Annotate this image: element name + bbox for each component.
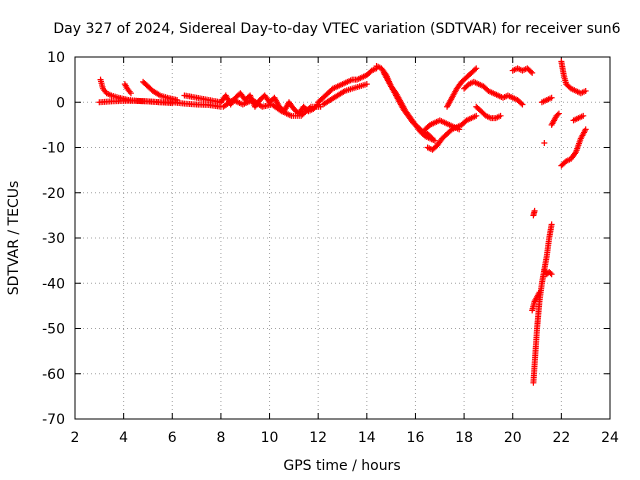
data-point: [582, 126, 589, 133]
plot-frame: [74, 56, 611, 420]
y-tick-label: -10: [42, 141, 65, 157]
data-point: [473, 112, 480, 119]
series-track-22-23h: [558, 58, 589, 97]
series-track-17.3-18.5h: [444, 65, 480, 110]
chart-title: Day 327 of 2024, Sidereal Day-to-day VTE…: [53, 21, 620, 37]
data-point: [571, 150, 578, 157]
data-point: [547, 270, 554, 277]
series-track-22.5-23h-b: [570, 112, 587, 124]
y-tick-label: -50: [42, 322, 65, 338]
data-point: [548, 94, 555, 101]
series-track-16.5-18h: [424, 112, 480, 153]
data-point: [519, 101, 526, 108]
series-track-4h: [121, 81, 134, 97]
y-axis-label: SDTVAR / TECUs: [6, 181, 22, 296]
x-tick-label: 8: [216, 430, 225, 446]
y-tick-label: -20: [42, 186, 65, 202]
series-track-18.5-19.5h-b: [473, 103, 504, 122]
x-tick-label: 6: [168, 430, 177, 446]
series-track-8-11h-b: [220, 96, 324, 119]
y-tick-label: -70: [42, 412, 65, 428]
grid-lines: [75, 57, 610, 419]
series-track-14.5-17h: [373, 63, 438, 144]
series-track-20-20.8h: [509, 65, 536, 76]
series-track-21.2-21.6h: [538, 94, 555, 106]
series-track-14.7-17h-b: [380, 69, 436, 142]
series-track-12-14h-b: [320, 81, 370, 108]
data-point: [529, 69, 536, 76]
data-point: [555, 110, 562, 117]
series-track-21.3h: [541, 139, 548, 146]
x-tick-label: 2: [71, 430, 80, 446]
data-point: [497, 112, 504, 119]
x-tick-label: 12: [309, 430, 327, 446]
series-track-21.3-21.6h-c: [541, 266, 555, 278]
y-tick-label: -30: [42, 231, 65, 247]
series-track-3h: [97, 76, 224, 110]
data-point: [536, 289, 543, 296]
x-tick-label: 4: [119, 430, 128, 446]
data-point: [473, 65, 480, 72]
data-point: [456, 126, 463, 133]
series-track-4.8h: [140, 78, 181, 103]
series-track-20.9h: [530, 207, 538, 219]
data-point: [127, 90, 134, 97]
y-tick-label: -40: [42, 276, 65, 292]
y-tick-label: 10: [47, 50, 65, 66]
series-track-21.6-21.9h: [548, 110, 562, 128]
data-point: [541, 139, 548, 146]
data-point: [363, 81, 370, 88]
data-point: [554, 111, 561, 118]
data-point: [174, 96, 181, 103]
data-point: [531, 207, 538, 214]
y-tick-label: 0: [56, 95, 65, 111]
data-point: [277, 107, 284, 114]
y-tick-label: -60: [42, 367, 65, 383]
axis-ticks: 2 4 6 8 10 12 14 16 18 20 22 24100-10-20-30-40-50-6…: [42, 50, 619, 446]
data-point: [518, 100, 525, 107]
data-point: [472, 66, 479, 73]
data-point: [548, 221, 555, 228]
data-point: [306, 105, 313, 112]
data-point: [582, 87, 589, 94]
series-track-20.8-21h-b: [529, 289, 543, 314]
x-tick-label: 18: [455, 430, 473, 446]
data-point: [548, 271, 555, 278]
x-tick-label: 16: [407, 430, 425, 446]
data-point: [527, 68, 534, 75]
data-point: [429, 135, 436, 142]
data-points: [96, 58, 589, 386]
x-tick-label: 14: [358, 430, 376, 446]
series-track-22-23h-c: [558, 126, 589, 169]
series-track-12-14h: [315, 65, 380, 106]
x-axis-label: GPS time / hours: [283, 458, 400, 474]
data-point: [428, 134, 435, 141]
x-tick-label: 10: [261, 430, 279, 446]
data-point: [580, 112, 587, 119]
x-tick-label: 22: [552, 430, 570, 446]
series-track-18-20h: [461, 78, 526, 108]
series-track-16.5-18h-b: [422, 117, 463, 133]
x-tick-label: 24: [601, 430, 619, 446]
x-tick-label: 20: [504, 430, 522, 446]
